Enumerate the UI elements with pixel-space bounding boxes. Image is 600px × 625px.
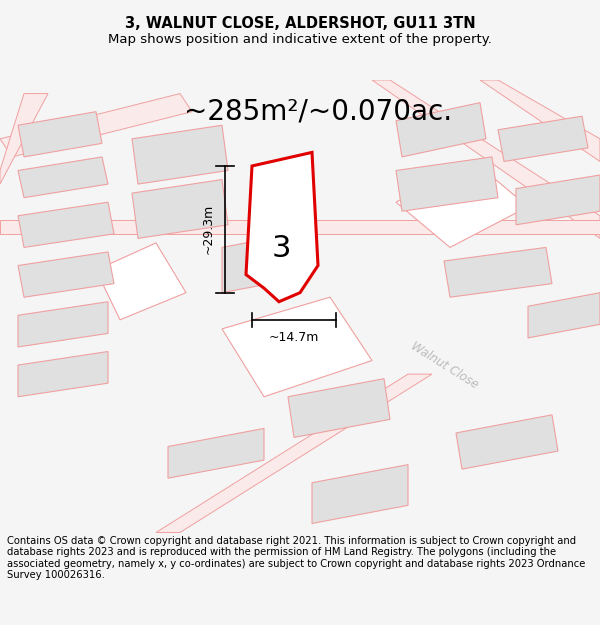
Polygon shape [18, 202, 114, 248]
Polygon shape [396, 102, 486, 157]
Text: ~29.3m: ~29.3m [202, 204, 215, 254]
Polygon shape [480, 80, 600, 161]
Polygon shape [0, 94, 48, 184]
Polygon shape [156, 374, 432, 532]
Polygon shape [168, 428, 264, 478]
Text: ~285m²/~0.070ac.: ~285m²/~0.070ac. [184, 98, 452, 126]
Text: Walnut Close: Walnut Close [408, 339, 480, 391]
Polygon shape [396, 161, 528, 248]
Text: 3: 3 [272, 234, 292, 263]
Polygon shape [528, 292, 600, 338]
Text: Map shows position and indicative extent of the property.: Map shows position and indicative extent… [108, 34, 492, 46]
Polygon shape [396, 157, 498, 211]
Polygon shape [444, 248, 552, 298]
Polygon shape [312, 464, 408, 524]
Polygon shape [222, 234, 294, 292]
Polygon shape [288, 379, 390, 438]
Polygon shape [132, 125, 228, 184]
Polygon shape [222, 298, 372, 397]
Polygon shape [18, 157, 108, 198]
Polygon shape [0, 94, 192, 157]
Text: ~14.7m: ~14.7m [269, 331, 319, 344]
Polygon shape [18, 302, 108, 347]
Polygon shape [132, 179, 228, 238]
Polygon shape [498, 116, 588, 161]
Polygon shape [456, 415, 558, 469]
Text: Contains OS data © Crown copyright and database right 2021. This information is : Contains OS data © Crown copyright and d… [7, 536, 586, 581]
Polygon shape [18, 351, 108, 397]
Polygon shape [18, 112, 102, 157]
Polygon shape [516, 175, 600, 225]
Polygon shape [372, 80, 600, 238]
Polygon shape [246, 152, 318, 302]
Polygon shape [96, 243, 186, 320]
Polygon shape [0, 220, 600, 234]
Text: 3, WALNUT CLOSE, ALDERSHOT, GU11 3TN: 3, WALNUT CLOSE, ALDERSHOT, GU11 3TN [125, 16, 475, 31]
Polygon shape [18, 252, 114, 298]
